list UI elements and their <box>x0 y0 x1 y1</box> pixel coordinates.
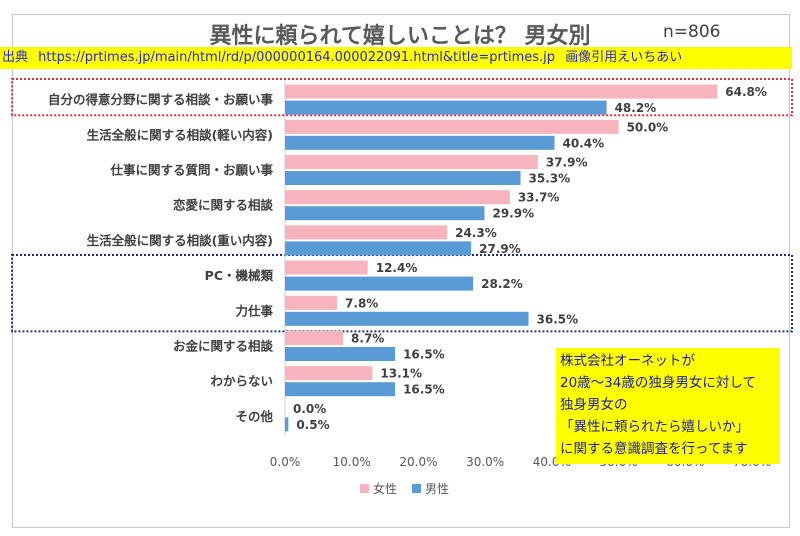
survey-note: 株式会社オーネットが 20歳〜34歳の独身男女に対して 独身男女の 「異性に頼ら… <box>556 348 780 464</box>
category-label: 生活全般に関する相談(重い内容) <box>87 233 273 248</box>
x-tick-label: 30.0% <box>466 455 504 469</box>
bar-male <box>285 100 607 115</box>
value-label-female: 8.7% <box>351 332 384 346</box>
source-credit: 画像引用えいちあい <box>565 50 683 65</box>
source-label: 出典 <box>2 50 29 65</box>
bar-male <box>285 417 289 432</box>
note-line-2: 20歳〜34歳の独身男女に対して <box>560 375 756 391</box>
value-label-female: 13.1% <box>380 367 422 381</box>
value-label-female: 37.9% <box>546 156 588 170</box>
x-tick-label: 20.0% <box>399 455 437 469</box>
category-label: お金に関する相談 <box>173 339 274 354</box>
legend-swatch-male <box>412 484 421 493</box>
bar-female <box>285 84 718 99</box>
value-label-male: 16.5% <box>403 348 445 362</box>
value-label-male: 0.5% <box>296 418 329 432</box>
bar-female <box>285 331 344 345</box>
category-label: その他 <box>235 409 273 424</box>
value-label-male: 35.3% <box>529 172 571 186</box>
bar-male <box>285 382 396 397</box>
value-label-male: 16.5% <box>403 383 445 397</box>
value-label-male: 40.4% <box>563 136 605 150</box>
bar-female <box>285 225 448 240</box>
value-label-female: 24.3% <box>455 226 497 240</box>
bar-male <box>285 311 529 326</box>
legend-label-female: 女性 <box>373 481 397 496</box>
bar-male <box>285 206 485 221</box>
bar-female <box>285 366 373 381</box>
x-tick-label: 0.0% <box>270 455 301 469</box>
bar-female <box>285 155 538 169</box>
legend-label-male: 男性 <box>425 482 449 496</box>
value-label-female: 12.4% <box>376 261 418 275</box>
category-label: 仕事に関する質問・お願い事 <box>109 163 273 178</box>
bar-male <box>285 135 555 150</box>
note-line-3: 独身男女の <box>560 397 628 413</box>
bar-male <box>285 347 396 361</box>
bar-female <box>285 260 368 275</box>
highlight-box-red <box>11 78 793 117</box>
bar-female <box>285 295 338 310</box>
legend-swatch-female <box>360 484 369 493</box>
note-line-5: に関する意識調査を行ってます <box>560 441 748 457</box>
value-label-female: 7.8% <box>345 296 378 310</box>
category-label: 恋愛に関する相談 <box>173 198 274 213</box>
sample-size-label: n=806 <box>663 22 721 42</box>
chart-title: 異性に頼られて嬉しいことは？ 男女別 <box>209 24 591 49</box>
value-label-female: 33.7% <box>518 191 560 205</box>
source-url[interactable]: https://prtimes.jp/main/html/rd/p/000000… <box>38 50 556 65</box>
category-label: 自分の得意分野に関する相談・お願い事 <box>48 92 274 107</box>
value-label-male: 29.9% <box>492 207 534 221</box>
bar-male <box>285 276 474 291</box>
note-line-1: 株式会社オーネットが <box>560 353 695 369</box>
bar-male <box>285 241 472 256</box>
value-label-male: 28.2% <box>481 277 523 291</box>
value-label-female: 64.8% <box>725 85 767 99</box>
bar-female <box>285 190 510 205</box>
category-label: PC・機械類 <box>205 268 274 283</box>
value-label-male: 48.2% <box>615 101 657 115</box>
x-tick-label: 10.0% <box>333 455 371 469</box>
note-line-4: 「異性に頼られたら嬉しいか」 <box>560 419 749 435</box>
bar-female <box>285 119 619 134</box>
bar-male <box>285 171 521 185</box>
value-label-male: 27.9% <box>479 242 521 256</box>
source-banner: 出典 https://prtimes.jp/main/html/rd/p/000… <box>0 47 792 69</box>
category-label: 生活全般に関する相談(軽い内容) <box>87 127 273 142</box>
category-label: わからない <box>210 374 273 389</box>
value-label-female: 50.0% <box>627 120 669 134</box>
value-label-male: 36.5% <box>537 312 579 326</box>
value-label-female: 0.0% <box>293 402 326 416</box>
category-label: 力仕事 <box>235 303 273 318</box>
